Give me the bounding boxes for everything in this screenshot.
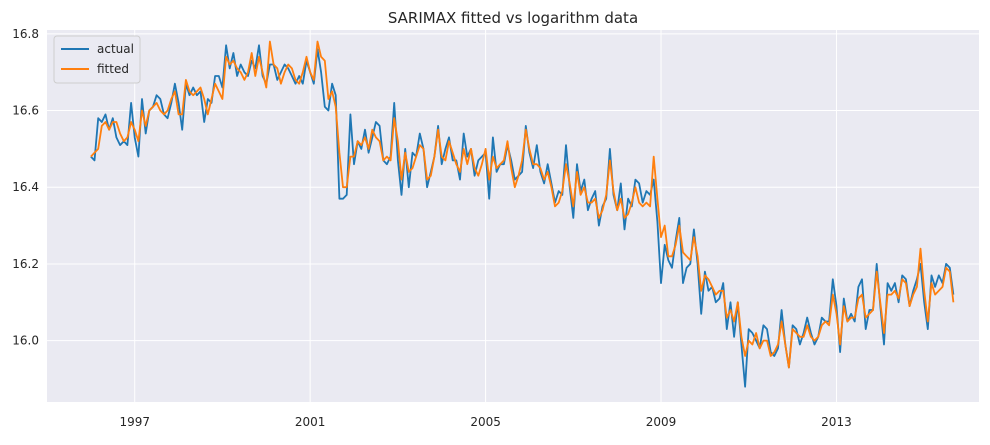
chart-title: SARIMAX fitted vs logarithm data (388, 9, 638, 27)
x-tick-label: 2001 (295, 415, 326, 429)
legend: actual fitted (53, 35, 141, 84)
series-lines (90, 40, 955, 388)
y-tick-label: 16.6 (12, 104, 39, 118)
series-line-fitted (90, 40, 955, 369)
y-axis-ticks: 16.0 16.2 16.4 16.6 16.8 (12, 27, 39, 348)
series-line-actual (90, 44, 955, 388)
y-tick-label: 16.2 (12, 257, 39, 271)
y-tick-label: 16.0 (12, 334, 39, 348)
y-tick-label: 16.4 (12, 180, 39, 194)
x-tick-label: 1997 (119, 415, 150, 429)
x-axis-ticks: 1997 2001 2005 2009 2013 (119, 415, 851, 429)
x-tick-label: 2013 (821, 415, 852, 429)
x-tick-label: 2005 (470, 415, 501, 429)
x-tick-label: 2009 (646, 415, 677, 429)
legend-box (53, 35, 141, 84)
legend-label-actual: actual (97, 42, 134, 56)
legend-label-fitted: fitted (97, 62, 129, 76)
y-tick-label: 16.8 (12, 27, 39, 41)
